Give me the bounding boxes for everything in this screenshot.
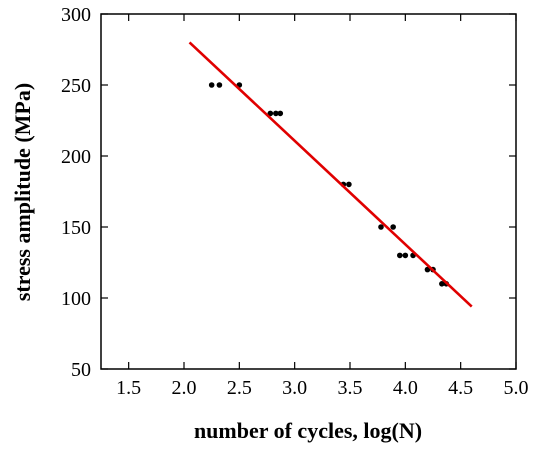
x-tick-label: 4.0 [393, 377, 418, 399]
data-point [216, 82, 223, 88]
y-tick-label: 200 [61, 146, 91, 168]
data-point [273, 110, 279, 117]
x-tick-label: 3.0 [282, 377, 307, 399]
y-tick-label: 100 [61, 288, 91, 310]
x-tick-label: 3.5 [338, 377, 363, 399]
x-tick-label: 2.0 [172, 377, 197, 399]
data-point [402, 252, 409, 259]
y-tick-label: 250 [61, 75, 91, 97]
y-tick-label: 50 [71, 359, 91, 381]
data-point [390, 224, 396, 230]
x-tick-label: 2.5 [227, 377, 252, 399]
data-point [378, 224, 384, 230]
plot-area-frame [100, 13, 517, 370]
x-axis-label: number of cycles, log(N) [194, 418, 422, 443]
y-tick-label: 300 [61, 4, 91, 26]
x-tick-labels: 1.5 2.0 2.5 3.0 3.5 4.0 4.5 5.0 [116, 377, 528, 399]
data-point [397, 252, 403, 259]
y-axis-label: stress amplitude (MPa) [10, 83, 35, 301]
data-point [267, 110, 274, 117]
x-tick-label: 1.5 [116, 377, 141, 399]
data-point [346, 181, 352, 188]
data-point [208, 82, 215, 88]
y-tick-label: 150 [61, 217, 91, 239]
data-point [424, 266, 431, 273]
y-tick-labels: 50 100 150 200 250 300 [61, 4, 91, 381]
axis-ticks [101, 13, 517, 370]
fit-line [188, 41, 473, 308]
series-group [188, 41, 473, 308]
x-tick-label: 4.5 [448, 377, 473, 399]
data-point [439, 281, 445, 287]
x-tick-label: 5.0 [504, 377, 529, 399]
data-point [277, 110, 284, 117]
